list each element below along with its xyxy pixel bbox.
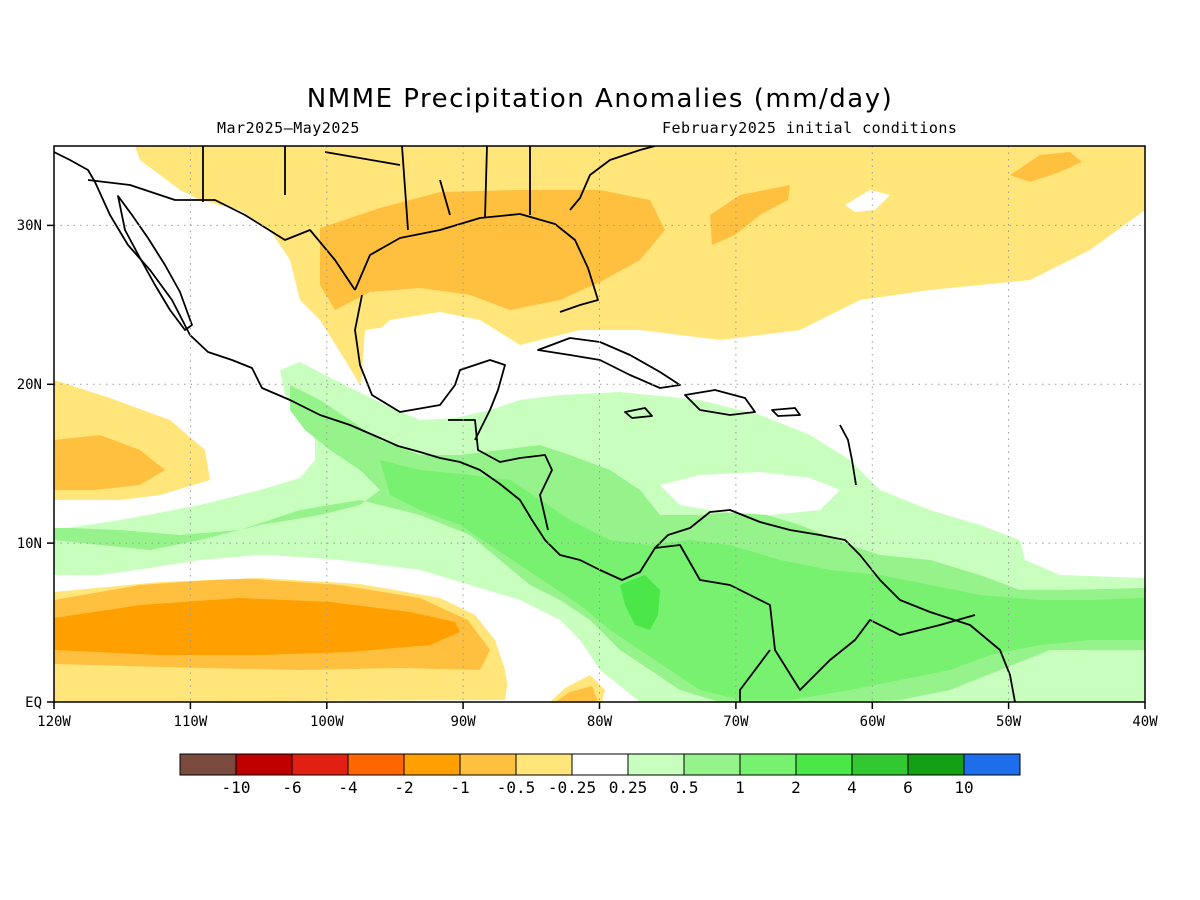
colorbar-label: 0.5 xyxy=(670,778,699,797)
colorbar-label: -2 xyxy=(394,778,413,797)
lon-label-50w: 50W xyxy=(996,714,1022,730)
colorbar-swatch xyxy=(907,753,965,776)
colorbar-swatch xyxy=(459,753,517,776)
colorbar-label: -0.5 xyxy=(497,778,536,797)
initial-conditions: February2025 initial conditions xyxy=(662,119,958,137)
lon-label-70w: 70W xyxy=(723,714,749,730)
colorbar-swatch xyxy=(795,753,853,776)
wet-strong-caribbean xyxy=(380,460,1145,700)
colorbar-swatch xyxy=(571,753,629,776)
dry-mid-west xyxy=(54,435,165,490)
colorbar-label: 1 xyxy=(735,778,745,797)
colorbar-swatch xyxy=(515,753,573,776)
dry-strong-south xyxy=(54,598,460,655)
border-central-america xyxy=(448,419,553,531)
colorbar-swatch xyxy=(235,753,293,776)
wet-peak-colombia xyxy=(620,575,660,630)
colorbar-swatch xyxy=(627,753,685,776)
dry-mid-south-tail xyxy=(555,686,598,702)
colorbar-label: 0.25 xyxy=(609,778,648,797)
lon-label-120w: 120W xyxy=(37,714,71,730)
anomaly-field xyxy=(54,146,1145,702)
coastlines xyxy=(54,146,1016,702)
colorbar-label: 4 xyxy=(847,778,857,797)
colorbar-label: -6 xyxy=(282,778,301,797)
tick-marks xyxy=(47,224,1146,709)
lat-label-10n: 10N xyxy=(17,536,42,552)
lon-label-80w: 80W xyxy=(587,714,613,730)
dry-mid-gulf xyxy=(320,190,665,310)
dry-mid-atlantic-1 xyxy=(710,185,790,245)
colorbar-swatch xyxy=(347,753,405,776)
lon-label-40w: 40W xyxy=(1132,714,1158,730)
lat-tick-labels: 30N 20N 10N EQ xyxy=(17,218,42,711)
colorbar-label: 10 xyxy=(954,778,973,797)
coastline-yucatan xyxy=(354,294,506,441)
border-south-america xyxy=(654,544,976,702)
colorbar-swatch xyxy=(963,753,1021,776)
colorbar-swatch xyxy=(739,753,797,776)
lon-label-90w: 90W xyxy=(450,714,476,730)
dry-mid-atlantic-2 xyxy=(1010,152,1082,182)
lat-label-eq: EQ xyxy=(25,695,42,711)
colorbar-label: -10 xyxy=(222,778,251,797)
map-title: NMME Precipitation Anomalies (mm/day) xyxy=(306,84,894,114)
coastline-hispaniola xyxy=(684,389,756,416)
coastline-gulf-of-mexico xyxy=(354,213,599,313)
dry-light-region-north xyxy=(135,146,1145,385)
near-zero-gulf xyxy=(362,322,560,410)
colorbar-label: 6 xyxy=(903,778,913,797)
coastline-florida xyxy=(569,146,656,211)
coastline-puerto-rico xyxy=(771,407,801,417)
lon-tick-labels: 120W 110W 100W 90W 80W 70W 60W 50W 40W xyxy=(37,714,1158,730)
forecast-period: Mar2025–May2025 xyxy=(217,119,360,137)
near-zero-caribbean xyxy=(660,472,840,515)
lat-label-20n: 20N xyxy=(17,377,42,393)
colorbar-label: 2 xyxy=(791,778,801,797)
colorbar-swatch xyxy=(179,753,237,776)
colorbar-label: -0.25 xyxy=(548,778,596,797)
colorbar-label: -1 xyxy=(450,778,469,797)
colorbar-swatch xyxy=(683,753,741,776)
coastline-cuba xyxy=(537,337,681,389)
near-zero-pacific xyxy=(54,555,560,702)
lat-label-30n: 30N xyxy=(17,218,42,234)
lon-label-110w: 110W xyxy=(174,714,208,730)
near-zero-atlantic xyxy=(845,190,890,212)
colorbar: -10 -6 -4 -2 -1 -0.5 -0.25 0.25 0.5 1 2 4 6 10 xyxy=(179,753,1021,797)
colorbar-swatch xyxy=(403,753,461,776)
coastline-lesser-antilles xyxy=(839,424,857,486)
colorbar-swatch xyxy=(291,753,349,776)
colorbar-swatch xyxy=(851,753,909,776)
lon-label-60w: 60W xyxy=(860,714,886,730)
coastline-jamaica xyxy=(624,407,653,419)
lon-label-100w: 100W xyxy=(310,714,344,730)
coastline-baja xyxy=(117,195,193,331)
border-us-states xyxy=(202,146,531,231)
colorbar-label: -4 xyxy=(338,778,357,797)
